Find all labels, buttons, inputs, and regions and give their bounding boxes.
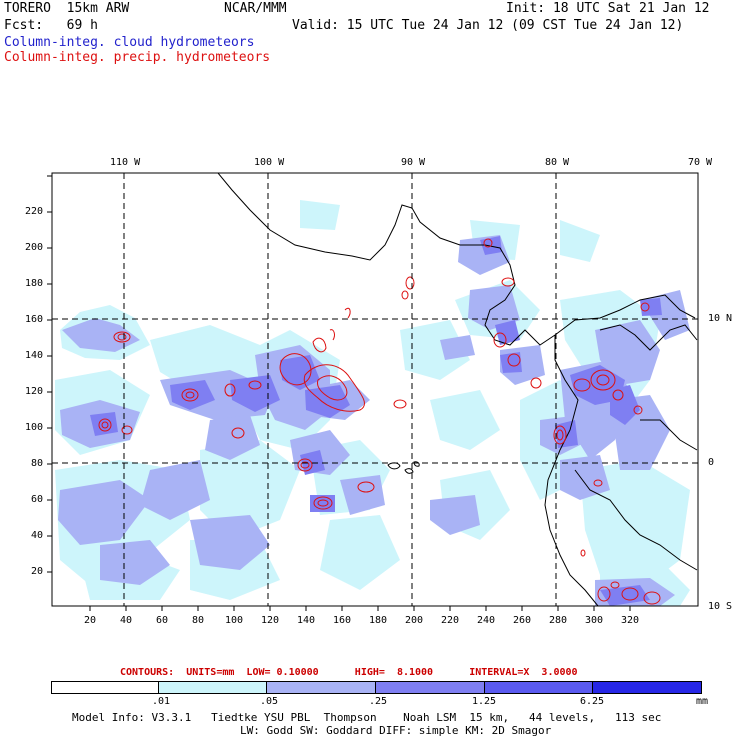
y-tick: 40 <box>31 530 44 541</box>
x-tick: 180 <box>369 615 388 626</box>
colorbar-frame <box>51 681 702 694</box>
colorbar-bin-2 <box>267 681 376 693</box>
x-tick: 220 <box>441 615 460 626</box>
y-tick: 20 <box>31 566 44 577</box>
model-info-line2: LW: Godd SW: Goddard DIFF: simple KM: 2D… <box>240 724 552 737</box>
colorbar-label: .05 <box>260 696 279 707</box>
y-tick: 140 <box>25 350 44 361</box>
x-tick: 160 <box>333 615 352 626</box>
x-tick: 140 <box>297 615 316 626</box>
lon-label-100w: 100 W <box>254 157 285 168</box>
x-tick: 80 <box>192 615 205 626</box>
x-tick: 300 <box>585 615 604 626</box>
colorbar-bin-3 <box>376 681 485 693</box>
x-tick: 260 <box>513 615 532 626</box>
precip-contours <box>98 238 661 605</box>
lon-label-80w: 80 W <box>545 157 570 168</box>
axis-ticks <box>47 175 631 611</box>
cloud-dense-areas <box>90 236 662 606</box>
x-tick: 100 <box>225 615 244 626</box>
model-name: TORERO 15km ARW <box>4 1 130 16</box>
lat-label-10s: 10 S <box>708 601 733 612</box>
lon-label-70w: 70 W <box>688 157 713 168</box>
x-tick: 60 <box>156 615 169 626</box>
colorbar-bin-0 <box>51 681 159 693</box>
map-frame <box>51 172 699 607</box>
y-tick: 100 <box>25 422 44 433</box>
lat-label-10n: 10 N <box>708 313 733 324</box>
lon-label-90w: 90 W <box>401 157 426 168</box>
colorbar-units: mm <box>696 696 709 707</box>
y-tick: 160 <box>25 314 44 325</box>
x-tick: 40 <box>120 615 133 626</box>
lon-label-110w: 110 W <box>110 157 141 168</box>
y-tick: 180 <box>25 278 44 289</box>
y-tick: 60 <box>31 494 44 505</box>
model-info-line1: Model Info: V3.3.1 Tiedtke YSU PBL Thomp… <box>72 711 662 724</box>
map-plot-area <box>52 173 698 606</box>
x-tick: 320 <box>621 615 640 626</box>
init-time: Init: 18 UTC Sat 21 Jan 12 <box>506 1 710 16</box>
colorbar-bin-1 <box>159 681 267 693</box>
precip-field-label: Column-integ. precip. hydrometeors <box>4 50 271 65</box>
contour-info: CONTOURS: UNITS=mm LOW= 0.10000 HIGH= 8.… <box>120 667 578 678</box>
cloud-field-label: Column-integ. cloud hydrometeors <box>4 35 255 50</box>
forecast-hour: Fcst: 69 h <box>4 18 98 33</box>
x-tick: 20 <box>84 615 97 626</box>
colorbar-label: 1.25 <box>472 696 497 707</box>
x-tick: 200 <box>405 615 424 626</box>
colorbar-label: 6.25 <box>580 696 605 707</box>
lat-label-0: 0 <box>708 457 715 468</box>
colorbar-bin-4 <box>485 681 593 693</box>
lat-lon-grid <box>52 173 698 606</box>
y-tick: 80 <box>31 458 44 469</box>
y-tick: 200 <box>25 242 44 253</box>
x-tick: 120 <box>261 615 280 626</box>
x-tick: 280 <box>549 615 568 626</box>
valid-time: Valid: 15 UTC Tue 24 Jan 12 (09 CST Tue … <box>292 18 684 33</box>
colorbar-label: .25 <box>369 696 388 707</box>
colorbar-label: .01 <box>152 696 171 707</box>
y-tick: 120 <box>25 386 44 397</box>
y-tick: 220 <box>25 206 44 217</box>
x-tick: 240 <box>477 615 496 626</box>
organization: NCAR/MMM <box>224 1 287 16</box>
